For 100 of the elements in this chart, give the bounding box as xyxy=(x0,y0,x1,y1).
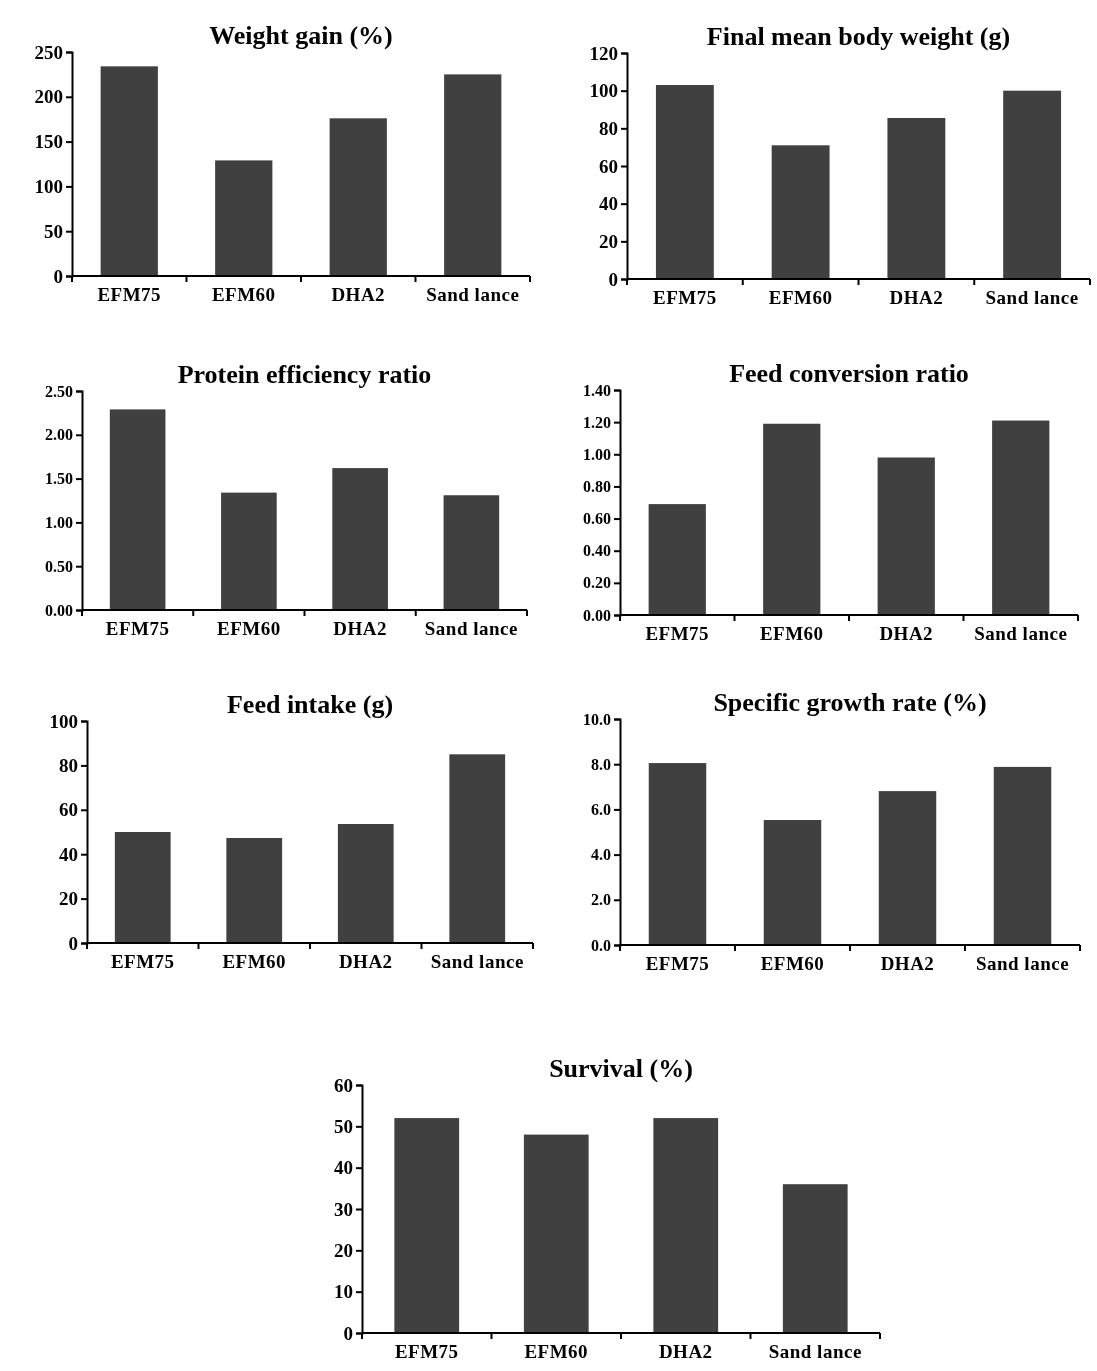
y-tick-label: 0.60 xyxy=(583,510,611,528)
bar xyxy=(100,66,158,276)
y-tick-label: 40 xyxy=(599,193,618,215)
x-tick-label: EFM75 xyxy=(394,1341,459,1363)
y-tick-label: 1.40 xyxy=(583,381,611,399)
y-tick-label: 40 xyxy=(334,1157,353,1179)
bar xyxy=(215,160,273,276)
y-tick-label: 1.50 xyxy=(45,470,73,488)
bar xyxy=(221,492,277,610)
y-tick-label: 0.00 xyxy=(583,606,611,624)
y-tick-label: 50 xyxy=(334,1115,353,1137)
y-tick-label: 150 xyxy=(34,131,63,153)
x-tick-label: EFM75 xyxy=(105,618,170,640)
y-tick-label: 2.50 xyxy=(45,382,73,400)
x-tick-label: DHA2 xyxy=(333,618,387,640)
x-tick-label: Sand lance xyxy=(430,951,524,973)
bar xyxy=(655,85,714,279)
y-tick-label: 1.00 xyxy=(45,514,73,532)
x-tick-label: EFM75 xyxy=(110,951,175,973)
bar xyxy=(648,504,706,615)
x-tick-label: Sand lance xyxy=(975,953,1070,975)
x-tick-label: Sand lance xyxy=(985,287,1079,309)
bar xyxy=(763,423,821,615)
y-tick-label: 120 xyxy=(589,42,618,64)
y-tick-label: 0 xyxy=(53,265,63,287)
y-tick-label: 60 xyxy=(334,1074,353,1096)
y-tick-label: 200 xyxy=(34,86,63,108)
y-tick-label: 100 xyxy=(34,175,63,197)
y-tick-label: 250 xyxy=(34,41,63,63)
chart-title: Survival (%) xyxy=(549,1054,693,1083)
y-tick-label: 4.0 xyxy=(591,846,611,864)
y-tick-label: 0.50 xyxy=(45,557,73,575)
x-tick-label: DHA2 xyxy=(889,287,944,309)
y-tick-label: 0.00 xyxy=(45,601,73,619)
y-tick-label: 0.40 xyxy=(583,542,611,560)
bar xyxy=(329,118,387,276)
bar xyxy=(1003,90,1062,279)
bar xyxy=(394,1118,460,1333)
x-tick-label: EFM75 xyxy=(97,284,162,306)
y-tick-label: 0.80 xyxy=(583,478,611,496)
y-tick-label: 20 xyxy=(599,230,618,252)
bar xyxy=(653,1118,719,1333)
y-tick-label: 80 xyxy=(59,754,78,776)
x-tick-label: DHA2 xyxy=(331,284,386,306)
chart-title: Feed conversion ratio xyxy=(729,359,969,388)
x-tick-label: DHA2 xyxy=(338,951,393,973)
bar xyxy=(771,145,830,279)
bar xyxy=(877,457,935,615)
y-tick-label: 0 xyxy=(608,268,618,290)
x-tick-label: EFM60 xyxy=(760,953,825,975)
y-tick-label: 100 xyxy=(49,710,78,732)
x-tick-label: Sand lance xyxy=(426,284,520,306)
y-tick-label: 0 xyxy=(68,932,78,954)
bar xyxy=(337,824,394,943)
chart-title: Final mean body weight (g) xyxy=(706,22,1011,51)
x-tick-label: EFM60 xyxy=(759,623,824,645)
x-tick-label: Sand lance xyxy=(768,1341,862,1363)
y-tick-label: 80 xyxy=(599,117,618,139)
y-tick-label: 10.0 xyxy=(583,710,611,728)
x-tick-label: EFM60 xyxy=(524,1341,589,1363)
bar xyxy=(763,820,822,945)
y-tick-label: 0.20 xyxy=(583,574,611,592)
y-tick-label: 1.20 xyxy=(583,413,611,431)
bar xyxy=(878,791,937,945)
x-tick-label: Sand lance xyxy=(424,618,518,640)
bar xyxy=(444,74,502,276)
x-tick-label: EFM60 xyxy=(222,951,287,973)
y-tick-label: 2.00 xyxy=(45,426,73,444)
y-tick-label: 20 xyxy=(59,888,78,910)
bar xyxy=(993,766,1052,945)
y-tick-label: 50 xyxy=(44,220,63,242)
y-tick-label: 60 xyxy=(59,799,78,821)
bar xyxy=(648,763,707,945)
x-tick-label: EFM75 xyxy=(645,953,710,975)
y-tick-label: 100 xyxy=(589,80,618,102)
chart-title: Weight gain (%) xyxy=(209,21,393,50)
x-tick-label: EFM60 xyxy=(211,284,276,306)
bar xyxy=(523,1134,589,1333)
y-tick-label: 10 xyxy=(334,1281,353,1303)
bar xyxy=(226,837,283,943)
y-tick-label: 20 xyxy=(334,1239,353,1261)
bar xyxy=(114,832,171,943)
y-tick-label: 1.00 xyxy=(583,445,611,463)
bar xyxy=(992,420,1050,615)
y-tick-label: 0 xyxy=(343,1322,353,1344)
y-tick-label: 0.0 xyxy=(591,936,611,954)
chart-title: Protein efficiency ratio xyxy=(177,360,432,389)
y-tick-label: 40 xyxy=(59,843,78,865)
y-tick-label: 30 xyxy=(334,1198,353,1220)
chart-title: Specific growth rate (%) xyxy=(713,688,987,717)
y-tick-label: 2.0 xyxy=(591,891,611,909)
bar xyxy=(449,754,506,943)
x-tick-label: EFM60 xyxy=(217,618,281,640)
x-tick-label: DHA2 xyxy=(880,953,935,975)
bar xyxy=(782,1184,848,1333)
x-tick-label: DHA2 xyxy=(658,1341,713,1363)
y-tick-label: 60 xyxy=(599,155,618,177)
bar xyxy=(109,409,166,610)
bar xyxy=(443,495,500,610)
x-tick-label: EFM75 xyxy=(653,287,717,309)
